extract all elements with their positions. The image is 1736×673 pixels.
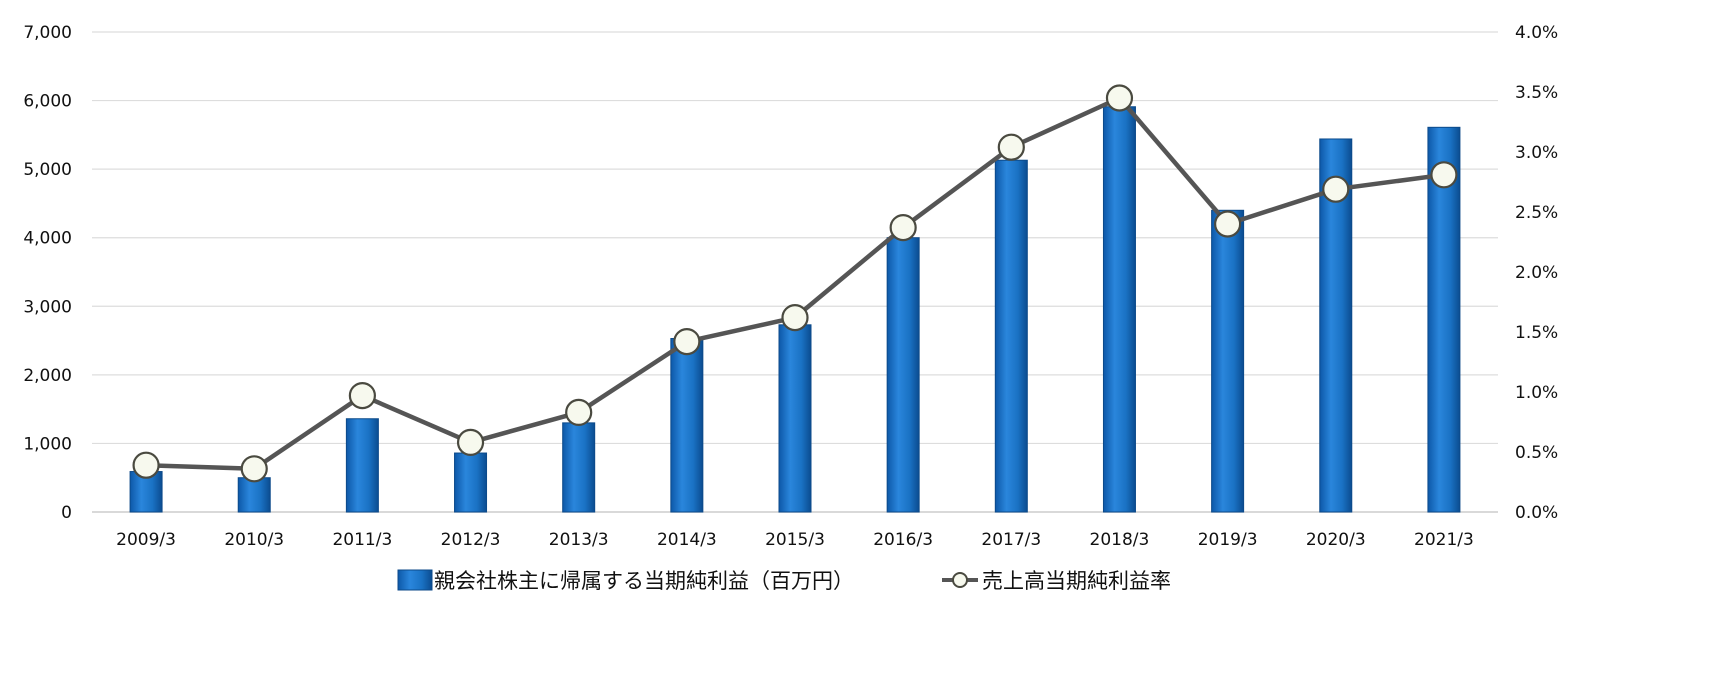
line-point-2011/3 — [348, 382, 376, 410]
x-tick-label: 2012/3 — [441, 530, 501, 550]
y-left-tick-label: 1,000 — [23, 434, 72, 454]
x-tick-label: 2015/3 — [765, 530, 825, 550]
y-left-tick-label: 2,000 — [23, 366, 72, 386]
bar-2012/3 — [454, 452, 488, 513]
y-left-tick-label: 5,000 — [23, 160, 72, 180]
line-point-2016/3 — [889, 214, 917, 242]
line-point-2019/3 — [1214, 210, 1242, 238]
x-tick-label: 2014/3 — [657, 530, 717, 550]
y-right-tick-label: 1.5% — [1515, 323, 1558, 343]
legend-bar-swatch — [397, 569, 433, 591]
y-left-tick-label: 3,000 — [23, 297, 72, 317]
x-tick-label: 2010/3 — [224, 530, 284, 550]
y-left-tick-label: 7,000 — [23, 23, 72, 43]
line-point-2009/3 — [132, 451, 160, 479]
y-right-tick-label: 4.0% — [1515, 23, 1558, 43]
bar-2016/3 — [886, 237, 920, 513]
line-point-2015/3 — [781, 304, 809, 332]
y-right-tick-label: 0.5% — [1515, 443, 1558, 463]
line-point-2010/3 — [240, 455, 268, 483]
y-left-tick-label: 4,000 — [23, 229, 72, 249]
line-point-2014/3 — [673, 328, 701, 356]
bar-2013/3 — [562, 422, 596, 513]
line-point-2020/3 — [1322, 175, 1350, 203]
legend-bar-label: 親会社株主に帰属する当期純利益（百万円） — [434, 569, 854, 593]
bar-2014/3 — [670, 338, 704, 513]
y-right-tick-label: 2.5% — [1515, 203, 1558, 223]
bar-2021/3 — [1427, 126, 1461, 513]
bar-2019/3 — [1211, 209, 1245, 513]
y-right-tick-label: 0.0% — [1515, 503, 1558, 523]
line-point-2017/3 — [997, 133, 1025, 161]
bar-2018/3 — [1102, 106, 1136, 513]
legend-line-marker — [952, 572, 968, 588]
x-tick-label: 2016/3 — [873, 530, 933, 550]
line-point-2018/3 — [1105, 84, 1134, 112]
x-tick-label: 2020/3 — [1306, 530, 1366, 550]
x-tick-label: 2009/3 — [116, 530, 176, 550]
x-tick-label: 2011/3 — [332, 530, 392, 550]
x-tick-label: 2017/3 — [981, 530, 1041, 550]
y-right-tick-label: 1.0% — [1515, 383, 1558, 403]
y-right-tick-label: 3.0% — [1515, 143, 1558, 163]
bar-2017/3 — [994, 159, 1028, 513]
y-left-tick-label: 6,000 — [23, 92, 72, 112]
line-point-2012/3 — [456, 428, 485, 456]
line-point-2013/3 — [565, 398, 593, 426]
y-left-tick-label: 0 — [61, 503, 72, 523]
bar-2011/3 — [345, 418, 379, 513]
line-point-2021/3 — [1430, 161, 1458, 189]
y-right-tick-label: 3.5% — [1515, 83, 1558, 103]
legend-line-label: 売上高当期純利益率 — [982, 569, 1171, 593]
x-tick-label: 2013/3 — [549, 530, 609, 550]
bar-2015/3 — [778, 324, 812, 513]
x-tick-label: 2021/3 — [1414, 530, 1474, 550]
x-tick-label: 2018/3 — [1090, 530, 1150, 550]
y-right-tick-label: 2.0% — [1515, 263, 1558, 283]
x-tick-label: 2019/3 — [1198, 530, 1258, 550]
bar-2010/3 — [237, 477, 271, 513]
